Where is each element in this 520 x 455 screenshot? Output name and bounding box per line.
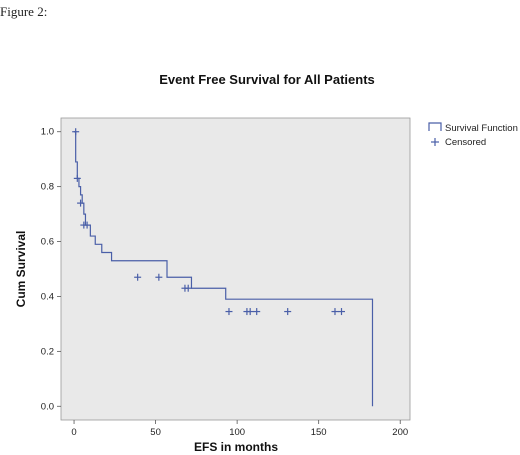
- censored-marker: [72, 128, 80, 136]
- censored-marker: [331, 308, 339, 316]
- chart-title: Event Free Survival for All Patients: [159, 72, 375, 87]
- y-tick-label: 0.8: [41, 182, 54, 193]
- legend-label-censored: Censored: [445, 137, 486, 148]
- censored-marker: [134, 273, 142, 281]
- x-tick-label: 50: [150, 427, 161, 438]
- x-tick-label: 150: [311, 427, 327, 438]
- x-tick-label: 200: [392, 427, 408, 438]
- censored-marker: [246, 308, 254, 316]
- legend: Survival Function Censored: [428, 122, 518, 148]
- censored-marker: [225, 308, 233, 316]
- censored-marker: [77, 199, 85, 207]
- figure-label: Figure 2:: [0, 4, 48, 19]
- x-axis-label: EFS in months: [194, 440, 278, 454]
- censored-marker: [155, 273, 163, 281]
- censored-markers: [72, 128, 346, 316]
- censored-marker: [83, 221, 91, 229]
- censored-marker: [73, 174, 81, 182]
- x-tick-label: 0: [71, 427, 76, 438]
- censored-marker: [253, 308, 261, 316]
- x-tick-label: 100: [229, 427, 245, 438]
- y-axis: 0.0 0.2 0.4 0.6 0.8 1.0: [41, 127, 61, 412]
- y-tick-label: 0.0: [41, 401, 54, 412]
- y-tick-label: 0.2: [41, 346, 54, 357]
- y-tick-label: 1.0: [41, 127, 54, 138]
- legend-step-icon: [428, 122, 442, 131]
- y-tick-label: 0.4: [41, 291, 54, 302]
- censored-marker: [338, 308, 346, 316]
- legend-plus-icon: [431, 138, 439, 146]
- legend-label-survival-function: Survival Function: [445, 123, 518, 134]
- censored-marker: [184, 284, 192, 292]
- censored-marker: [284, 308, 292, 316]
- y-tick-label: 0.6: [41, 237, 54, 248]
- survival-function-line: [74, 131, 374, 407]
- y-axis-label: Cum Survival: [14, 231, 28, 308]
- x-axis: 0 50 100 150 200: [71, 420, 408, 438]
- plot-area: [60, 117, 411, 421]
